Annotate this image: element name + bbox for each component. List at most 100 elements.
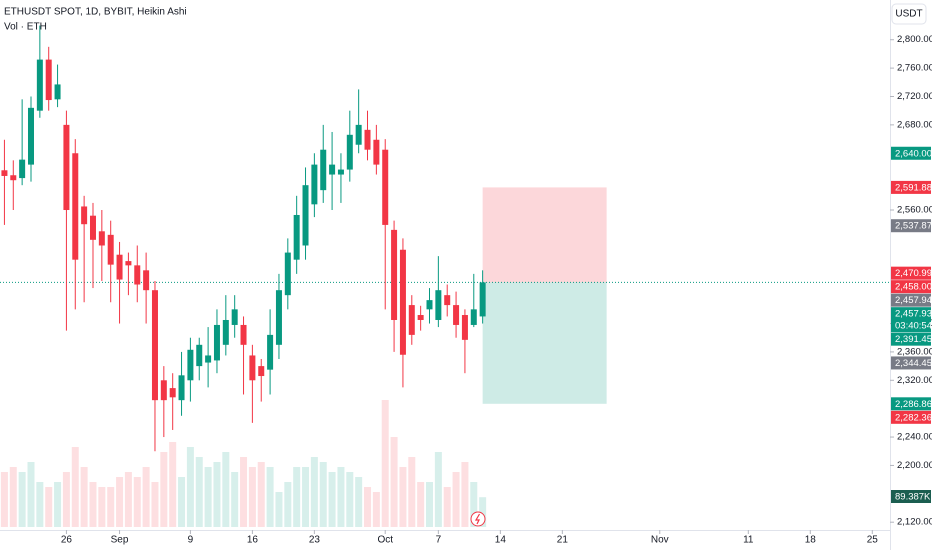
volume-bar: [240, 457, 248, 527]
volume-bar: [160, 452, 168, 527]
volume-bar: [0, 472, 8, 527]
x-tick-label: 14: [495, 535, 507, 546]
volume-bar: [470, 482, 478, 527]
price-badge: [891, 219, 931, 233]
price-badge-label: 2,391.45: [895, 334, 932, 345]
x-tick-label: 11: [743, 535, 754, 546]
y-tick-label: 2,720.00: [897, 91, 932, 102]
chart-title: ETHUSDT SPOT, 1D, BYBIT, Heikin Ashi: [4, 7, 187, 18]
currency-label[interactable]: USDT: [895, 9, 922, 20]
volume-bar: [45, 487, 53, 527]
volume-bar: [36, 482, 44, 527]
candle-body: [45, 59, 52, 101]
volume-bar: [27, 462, 35, 527]
x-tick-label: 23: [309, 535, 321, 546]
volume-bar: [133, 477, 141, 527]
volume-bar: [328, 472, 336, 527]
price-badge-label: 2,457.94: [895, 295, 932, 306]
candle-body: [355, 124, 362, 145]
plot-pane: [0, 25, 890, 527]
candle-body: [444, 295, 451, 306]
volume-badge: [891, 490, 931, 503]
y-tick-label: 2,320.00: [897, 375, 932, 386]
price-badge-label: 2,344.45: [895, 358, 932, 369]
x-tick-label: 7: [436, 535, 442, 546]
candle-body: [293, 214, 300, 260]
price-badge: [891, 180, 931, 194]
volume-bar: [346, 472, 354, 527]
candle-body: [461, 315, 468, 340]
price-badge: [891, 280, 931, 294]
x-tick-label: 26: [61, 535, 73, 546]
candle-body: [222, 319, 229, 345]
y-tick-label: 2,800.00: [897, 34, 932, 45]
x-tick-label: Sep: [111, 535, 129, 546]
volume-bar: [434, 452, 442, 527]
candle-body: [249, 355, 256, 381]
y-tick-label: 2,200.00: [897, 460, 932, 471]
candle-body: [320, 149, 327, 191]
alert-circle[interactable]: [470, 511, 486, 527]
price-badge: [891, 307, 931, 333]
volume-bar: [266, 467, 274, 527]
candle-body: [311, 164, 318, 205]
price-badge-label: 2,282.36: [895, 412, 932, 423]
candle-body: [346, 134, 353, 170]
candle-body: [81, 206, 88, 225]
price-badge: [891, 410, 931, 424]
volume-bar: [62, 472, 70, 527]
volume-bar: [381, 400, 389, 527]
candle-body: [408, 305, 415, 335]
volume-badge-label: 89.387K: [895, 492, 931, 503]
alert-bolt[interactable]: [474, 513, 481, 525]
candle-body: [125, 261, 132, 266]
candle-body: [187, 349, 194, 381]
volume-bar: [461, 462, 469, 527]
y-tick-label: 2,360.00: [897, 346, 932, 357]
price-badge-label: 2,640.00: [895, 148, 932, 159]
volume-bar: [18, 472, 26, 527]
x-tick-label: Oct: [377, 535, 393, 546]
candle-body: [98, 231, 105, 246]
volume-bar: [355, 477, 363, 527]
target-zone: [482, 282, 607, 404]
volume-bar: [417, 482, 425, 527]
candle-body: [169, 388, 176, 398]
candle-body: [267, 334, 274, 370]
volume-bar: [337, 467, 345, 527]
volume-bar: [169, 442, 177, 527]
x-tick-label: 9: [188, 535, 194, 546]
volume-bar: [231, 472, 239, 527]
candle-body: [89, 215, 96, 240]
candle-body: [453, 305, 460, 325]
candle-body: [178, 375, 185, 401]
price-badge: [891, 397, 931, 411]
candle-body: [302, 185, 309, 246]
volume-bar: [443, 487, 451, 527]
volume-bar: [408, 457, 416, 527]
y-tick-label: 2,560.00: [897, 205, 932, 216]
alert-icon[interactable]: [470, 511, 486, 527]
volume-bar: [124, 472, 132, 527]
x-tick-label: Nov: [651, 535, 669, 546]
volume-bar: [204, 467, 212, 527]
volume-bar: [195, 457, 203, 527]
price-badge: [891, 293, 931, 307]
volume-legend: Vol · ETH: [4, 22, 47, 33]
candle-body: [337, 169, 344, 175]
volume-bar: [372, 492, 380, 527]
currency-button[interactable]: [891, 3, 927, 25]
volume-bar: [399, 467, 407, 527]
candle-body: [479, 282, 486, 317]
volume-bar: [116, 477, 124, 527]
volume-bar: [275, 492, 283, 527]
candle-body: [27, 107, 34, 165]
price-badge: [891, 146, 931, 160]
volume-bar: [71, 447, 79, 527]
volume-bar: [257, 462, 265, 527]
x-tick-label: 18: [805, 535, 817, 546]
candle-body: [10, 175, 17, 181]
candle-body: [417, 315, 424, 320]
x-tick-label: 16: [247, 535, 259, 546]
